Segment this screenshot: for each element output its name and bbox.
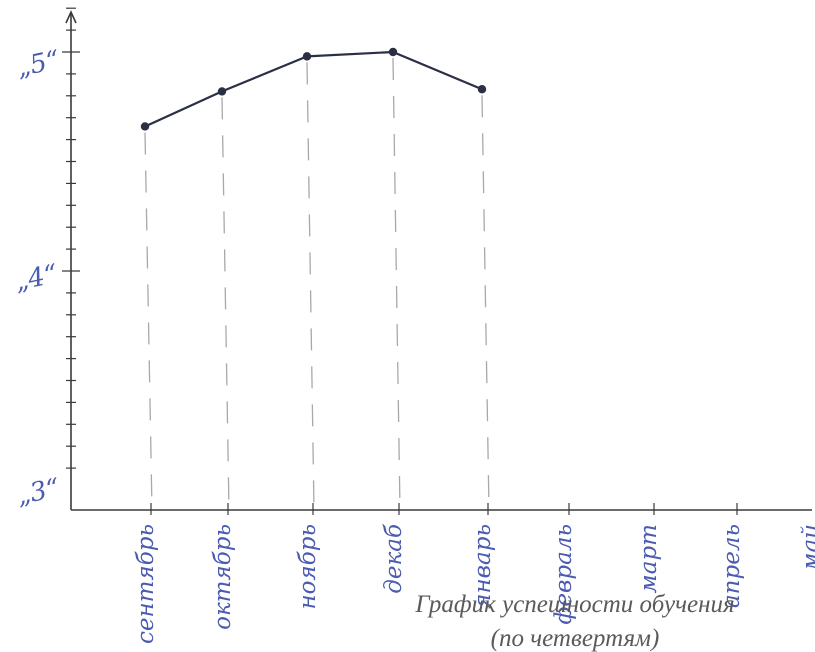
y-tick-label: „4“ [12,259,61,297]
x-tick-label: март [636,524,662,593]
data-point [389,48,397,56]
y-tick-label: „3“ [14,473,63,511]
drop-guide-line [222,97,229,510]
drop-guide-line [482,95,489,510]
x-tick-label: октябрь [210,524,236,630]
x-tick-label: сентябрь [133,524,159,644]
drop-guides [145,58,489,510]
y-tick-labels: „5“ „4“ „3“ [12,45,63,511]
x-tick-labels: сентябрь октябрь ноябрь декаб январь февраль м… [133,523,815,644]
data-point [478,85,486,93]
chart-title: График успешности обучения [414,591,734,618]
drop-guide-line [393,58,400,510]
x-tick-label: ноябрь [295,524,321,610]
x-tick-label: декаб [381,523,407,594]
data-point [141,122,149,130]
data-point [303,52,311,60]
data-point [218,87,226,95]
drop-guide-line [145,132,152,510]
x-tick-label: май [798,524,815,572]
drop-guide-line [307,62,314,510]
series-line [141,48,486,131]
y-tick-label: „5“ [14,45,63,83]
series-line-path [145,52,482,126]
chart-subtitle: (по четвертям) [491,625,660,652]
chart-axes [62,8,815,515]
